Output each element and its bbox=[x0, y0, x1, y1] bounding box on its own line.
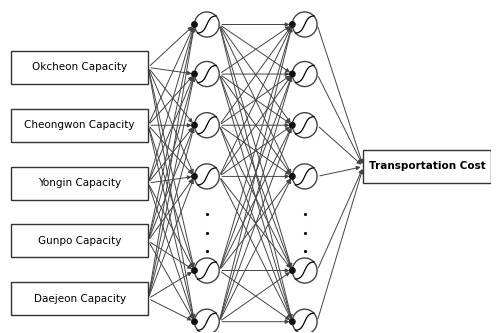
Ellipse shape bbox=[192, 123, 197, 128]
FancyBboxPatch shape bbox=[11, 51, 148, 84]
Ellipse shape bbox=[192, 173, 197, 179]
FancyBboxPatch shape bbox=[11, 166, 148, 199]
Ellipse shape bbox=[290, 319, 295, 324]
Ellipse shape bbox=[292, 12, 317, 37]
FancyBboxPatch shape bbox=[11, 282, 148, 315]
Ellipse shape bbox=[292, 164, 317, 189]
Ellipse shape bbox=[292, 258, 317, 283]
Ellipse shape bbox=[290, 22, 295, 27]
Ellipse shape bbox=[292, 309, 317, 333]
Ellipse shape bbox=[290, 173, 295, 179]
Text: Yongin Capacity: Yongin Capacity bbox=[38, 178, 121, 188]
Ellipse shape bbox=[192, 268, 197, 273]
Ellipse shape bbox=[192, 319, 197, 324]
Ellipse shape bbox=[290, 71, 295, 77]
Ellipse shape bbox=[290, 268, 295, 273]
Ellipse shape bbox=[292, 62, 317, 87]
Ellipse shape bbox=[194, 309, 219, 333]
FancyBboxPatch shape bbox=[11, 109, 148, 142]
Ellipse shape bbox=[192, 71, 197, 77]
FancyBboxPatch shape bbox=[364, 150, 490, 183]
Ellipse shape bbox=[194, 62, 219, 87]
FancyBboxPatch shape bbox=[11, 224, 148, 257]
Ellipse shape bbox=[194, 164, 219, 189]
Ellipse shape bbox=[290, 123, 295, 128]
Ellipse shape bbox=[192, 22, 197, 27]
Text: Okcheon Capacity: Okcheon Capacity bbox=[32, 62, 127, 73]
Text: Transportation Cost: Transportation Cost bbox=[368, 162, 486, 171]
Ellipse shape bbox=[194, 113, 219, 138]
Ellipse shape bbox=[292, 113, 317, 138]
Ellipse shape bbox=[194, 258, 219, 283]
Ellipse shape bbox=[194, 12, 219, 37]
Text: Cheongwon Capacity: Cheongwon Capacity bbox=[24, 120, 135, 130]
Text: Daejeon Capacity: Daejeon Capacity bbox=[34, 294, 126, 304]
Text: Gunpo Capacity: Gunpo Capacity bbox=[38, 236, 121, 246]
